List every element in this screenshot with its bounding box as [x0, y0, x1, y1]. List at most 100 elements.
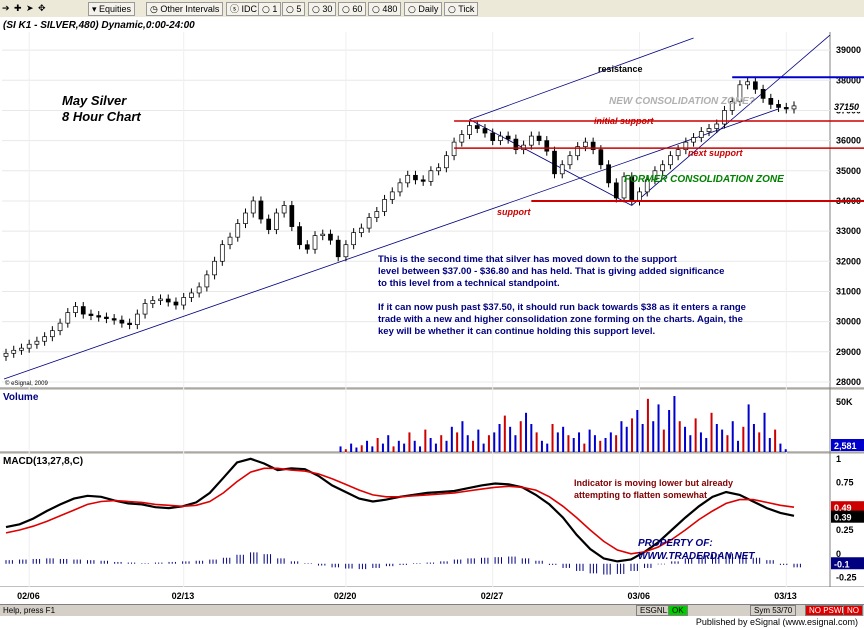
candle-body — [312, 235, 318, 250]
volume-bar — [689, 435, 692, 452]
volume-bar — [593, 435, 596, 452]
candle-body — [80, 306, 86, 315]
candle-body — [165, 298, 171, 303]
toolbar-item-13[interactable]: ○ Tick — [444, 2, 479, 16]
volume-bar — [636, 410, 639, 452]
trend-line-upper — [469, 37, 694, 120]
candle-body — [26, 343, 32, 349]
toolbar-item-7[interactable]: ○ 1 — [258, 2, 282, 16]
arrow-right-icon: ➔ — [2, 4, 10, 14]
volume-bar — [419, 446, 422, 452]
candle-body — [359, 227, 364, 233]
candle-body — [467, 125, 472, 135]
volume-bar — [424, 429, 427, 452]
candle-body — [227, 236, 233, 246]
volume-bar — [535, 432, 538, 452]
toolbar-item-9[interactable]: ○ 30 — [308, 2, 337, 16]
candle-body — [304, 244, 310, 250]
toolbar-item-1[interactable]: ✚ — [14, 2, 22, 14]
macd-badge: 0.39 — [834, 513, 852, 523]
candle-body — [698, 131, 704, 138]
annotation-support: support — [497, 207, 531, 217]
toolbar-item-0[interactable]: ➔ — [2, 2, 10, 14]
candle-body — [722, 110, 727, 125]
candle-body — [196, 286, 202, 294]
x-tick-label: 02/27 — [481, 591, 504, 601]
candle-body — [544, 140, 550, 152]
candle-body — [737, 84, 743, 102]
candle-body — [142, 303, 148, 315]
chart-title: May Silver — [62, 93, 127, 108]
macd-y-label: 0.25 — [836, 525, 854, 535]
panel-bg-0 — [0, 32, 864, 388]
volume-bar — [387, 435, 390, 452]
candle-body — [204, 274, 210, 288]
toolbar-item-2[interactable]: ➤ — [26, 2, 34, 14]
candle-body — [320, 233, 326, 236]
candle-body — [181, 297, 187, 306]
circle-icon: ○ — [262, 5, 270, 15]
toolbar-item-4[interactable]: ▾ Equities — [88, 2, 136, 16]
toolbar-item-12[interactable]: ○ Daily — [404, 2, 443, 16]
candle-body — [104, 316, 109, 319]
toolbar-item-label: Other Intervals — [157, 4, 220, 14]
candle-body — [583, 141, 588, 147]
volume-bar — [429, 438, 432, 452]
candle-body — [521, 144, 526, 151]
status-bar: Help, press F1 ESGNL: OK Sym 53/70 NO PS… — [0, 604, 864, 616]
volume-bar — [540, 440, 543, 452]
x-tick-label: 02/20 — [334, 591, 357, 601]
toolbar-item-8[interactable]: ○ 5 — [282, 2, 306, 16]
toolbar-item-label: 5 — [293, 4, 302, 14]
candle-body — [621, 176, 627, 199]
candle-body — [351, 232, 356, 246]
publisher-credit: Published by eSignal (www.esignal.com) — [695, 617, 858, 627]
candle-body — [637, 191, 642, 202]
symbol-count: Sym 53/70 — [750, 605, 797, 616]
candle-body — [644, 179, 650, 193]
candle-body — [243, 212, 248, 224]
macd-y-label: 1 — [836, 454, 841, 464]
y-tick-label: 28000 — [836, 377, 861, 387]
volume-bar — [450, 426, 453, 452]
toolbar-item-6[interactable]: ⓢ IDC — [226, 2, 262, 16]
toolbar-item-11[interactable]: ○ 480 — [368, 2, 402, 16]
candle-body — [451, 141, 457, 157]
toolbar-item-10[interactable]: ○ 60 — [338, 2, 367, 16]
volume-bar — [567, 435, 570, 452]
volume-bar — [530, 424, 533, 452]
volume-bar — [408, 432, 411, 452]
macd-title: MACD(13,27,8,C) — [3, 456, 83, 467]
toolbar-item-5[interactable]: ◷ Other Intervals — [146, 2, 224, 16]
commentary-line: trade with a new and higher consolidatio… — [378, 314, 743, 325]
candle-body — [729, 101, 735, 111]
toolbar-item-label: Tick — [455, 4, 475, 14]
candle-body — [490, 132, 496, 141]
volume-bar — [758, 432, 761, 452]
property-line: WWW.TRADERDAN.NET — [638, 551, 755, 562]
volume-bar — [366, 440, 369, 452]
candle-body — [19, 347, 24, 351]
macd-badge-bg — [831, 501, 864, 514]
volume-bar — [652, 421, 655, 452]
volume-title: Volume — [3, 392, 39, 403]
volume-bar — [556, 432, 559, 452]
circle-icon: ○ — [448, 5, 456, 15]
candle-body — [598, 149, 604, 166]
trend-line-lower — [3, 108, 779, 380]
volume-bar — [503, 415, 506, 452]
candle-body — [328, 233, 333, 241]
candle-body — [652, 170, 658, 181]
volume-bar — [466, 435, 469, 452]
volume-bar — [620, 421, 623, 452]
candle-body — [559, 164, 565, 175]
candle-body — [250, 200, 256, 214]
candle-body — [150, 300, 156, 304]
candle-body — [382, 199, 387, 212]
volume-bar — [371, 446, 374, 452]
candle-body — [119, 319, 125, 324]
circle-icon: ○ — [286, 5, 294, 15]
x-tick-label: 03/13 — [774, 591, 797, 601]
candle-body — [691, 137, 696, 143]
toolbar-item-3[interactable]: ✥ — [38, 2, 46, 14]
